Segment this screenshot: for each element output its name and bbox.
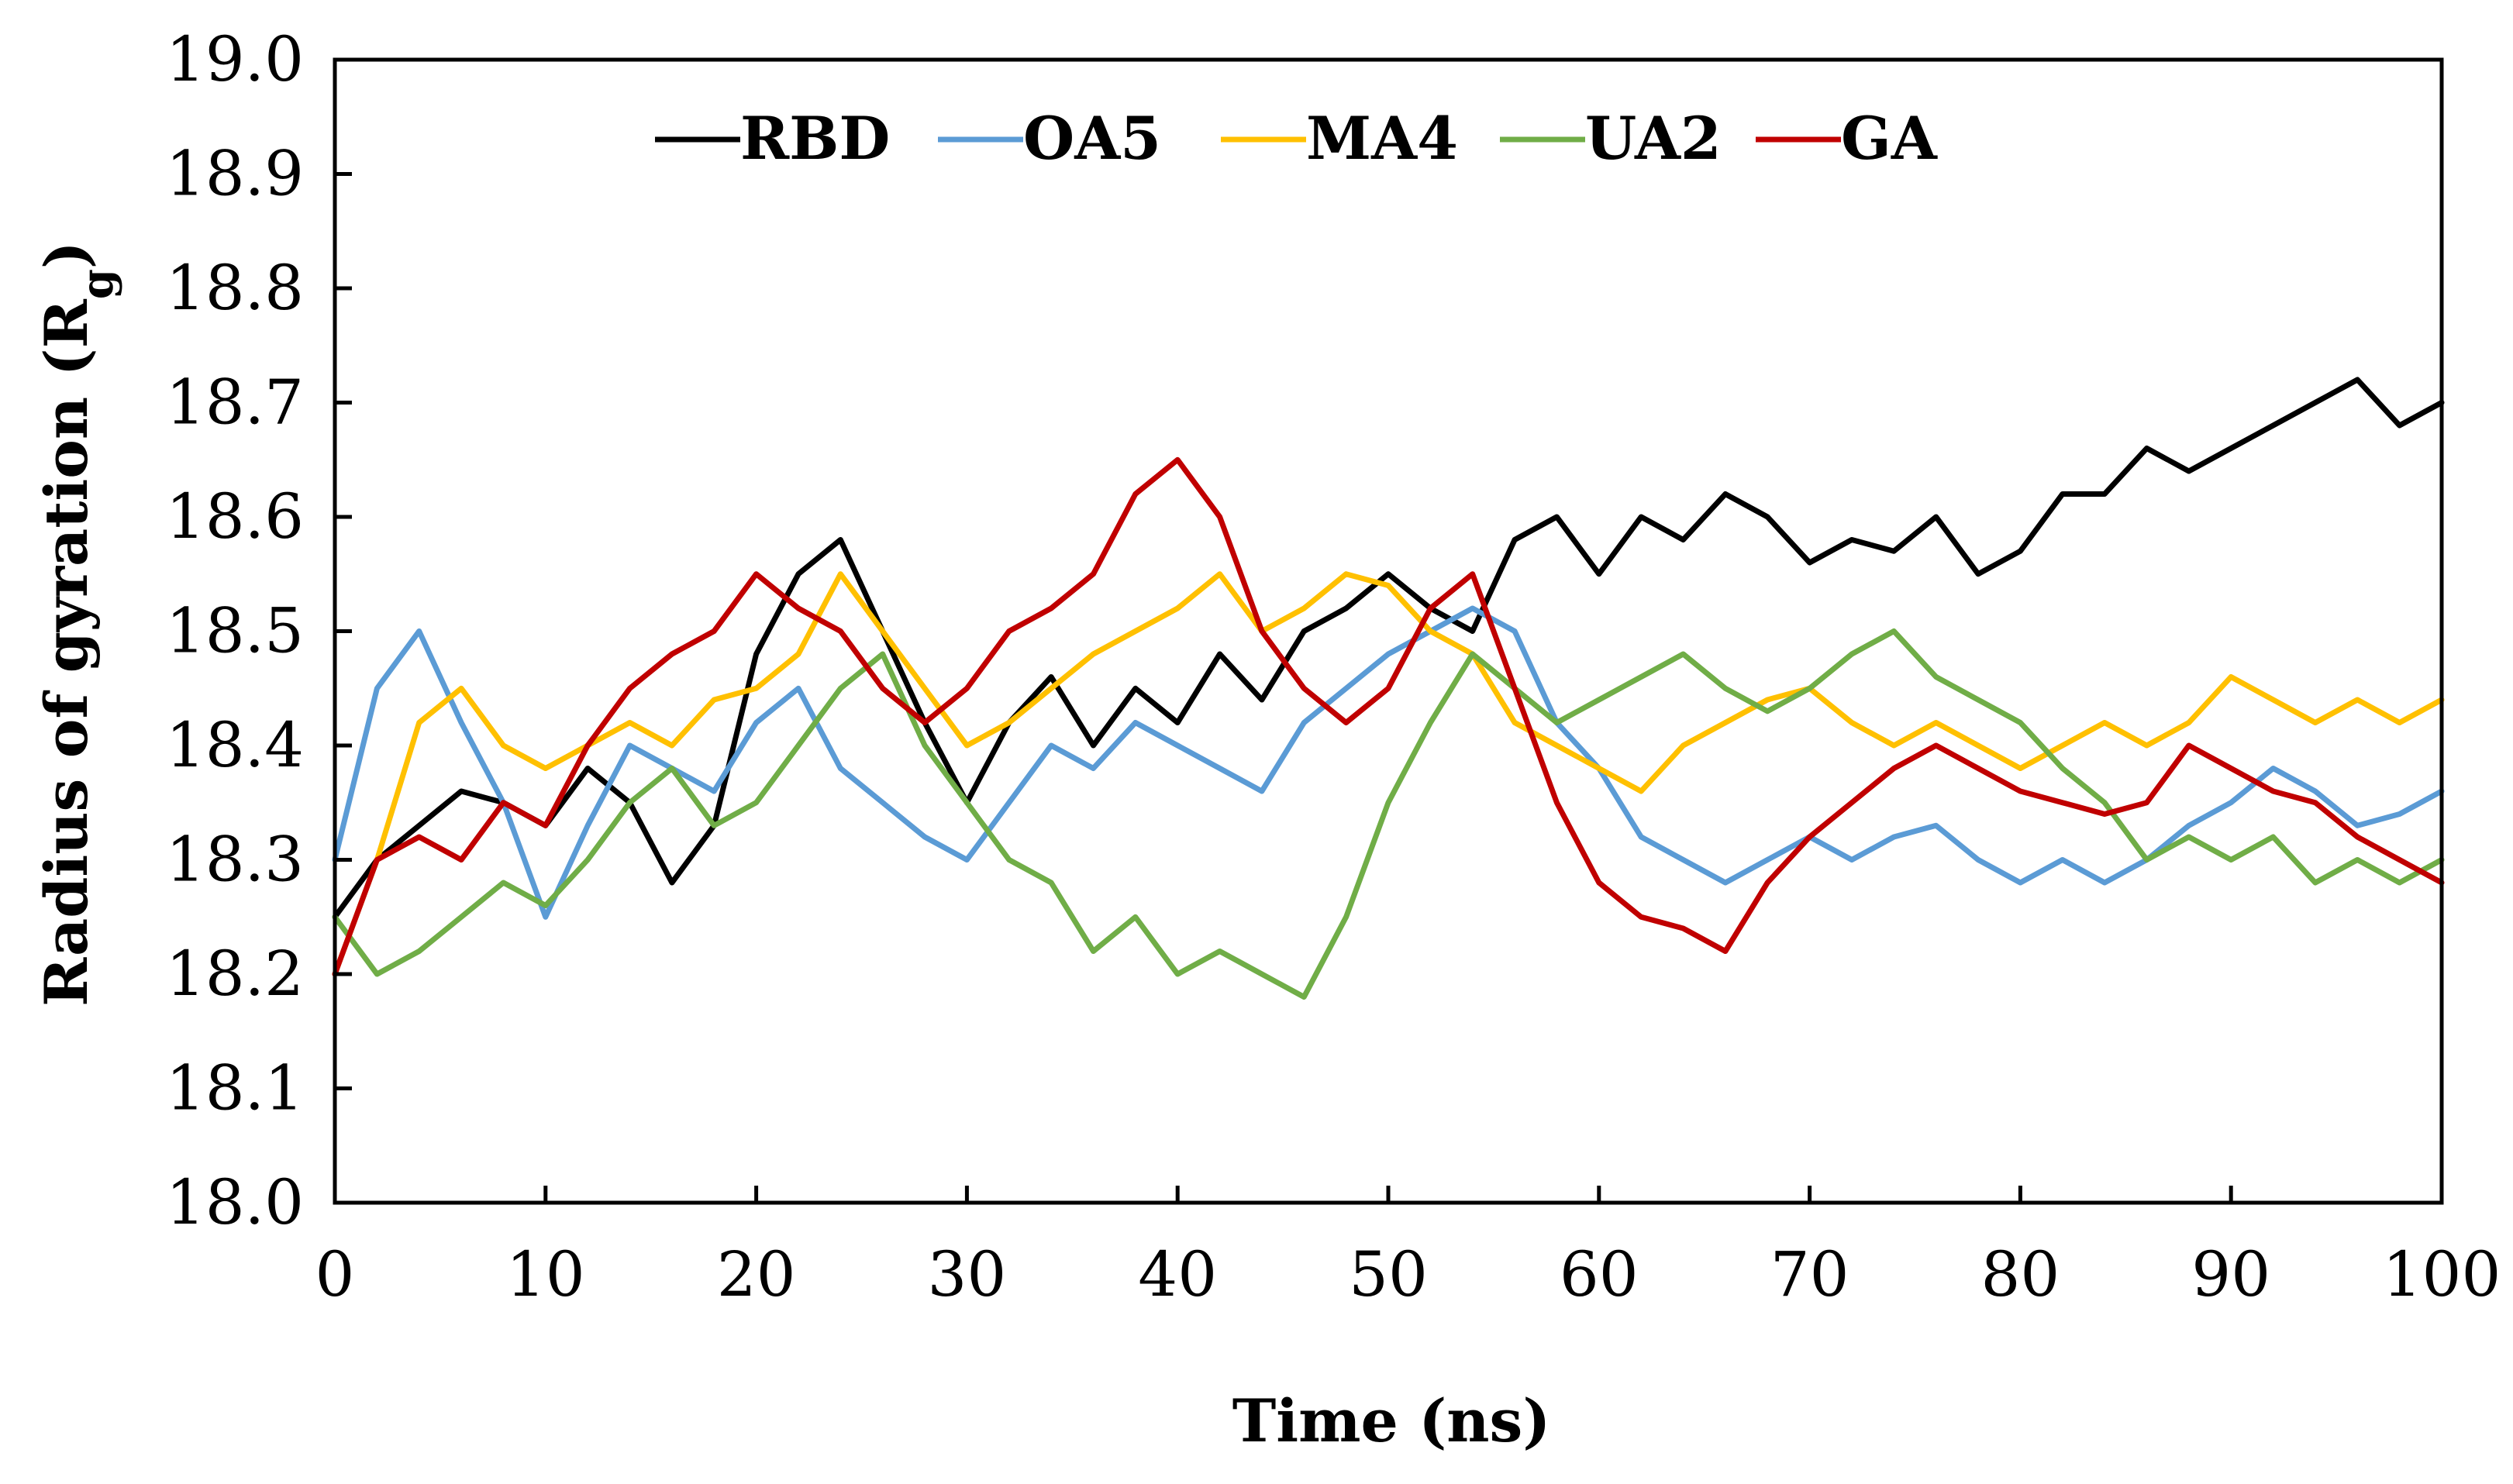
x-tick-label: 0 <box>315 1238 355 1310</box>
series-line-ua2 <box>332 628 2445 1000</box>
legend-item-rbd: RBD <box>655 104 890 173</box>
legend-label: RBD <box>740 104 890 173</box>
legend-item-oa5: OA5 <box>938 104 1161 173</box>
y-axis-title-main: Radius of gyration (R <box>32 298 101 1006</box>
legend-label: GA <box>1841 104 1938 173</box>
legend: RBD OA5 MA4 UA2 GA <box>655 104 1938 173</box>
y-tick-label: 18.7 <box>166 367 304 439</box>
y-axis-title-subscript: g <box>72 269 123 299</box>
x-tick-label: 70 <box>1770 1238 1849 1310</box>
y-tick-label: 18.9 <box>166 138 304 210</box>
legend-item-ma4: MA4 <box>1221 104 1458 173</box>
series-line-ma4 <box>332 571 2445 977</box>
y-tick-label: 19.0 <box>166 23 304 95</box>
y-tick-label: 18.6 <box>166 480 304 553</box>
x-tick-label: 10 <box>506 1238 585 1310</box>
y-tick-label: 18.5 <box>166 595 304 667</box>
x-tick-label: 60 <box>1560 1238 1639 1310</box>
y-tick-label: 18.0 <box>166 1166 304 1238</box>
x-axis-title: Time (ns) <box>1232 1386 1551 1455</box>
legend-label: OA5 <box>1023 104 1161 173</box>
legend-item-ga: GA <box>1756 104 1938 173</box>
legend-label: UA2 <box>1585 104 1722 173</box>
series-line-oa5 <box>332 605 2445 920</box>
y-tick-label: 18.2 <box>166 938 304 1010</box>
y-tick-label: 18.3 <box>166 824 304 896</box>
legend-item-ua2: UA2 <box>1500 104 1722 173</box>
series-lines <box>332 377 2445 1000</box>
series-line-rbd <box>332 377 2445 920</box>
x-tick-label: 90 <box>2191 1238 2270 1310</box>
x-tick-label: 100 <box>2383 1238 2501 1310</box>
series-line-ga <box>332 456 2445 977</box>
y-tick-label: 18.8 <box>166 252 304 324</box>
axes <box>333 57 2444 1205</box>
x-tick-label: 30 <box>928 1238 1007 1310</box>
legend-label: MA4 <box>1306 104 1458 173</box>
x-tick-label: 40 <box>1138 1238 1217 1310</box>
x-tick-label: 80 <box>1981 1238 2060 1310</box>
y-axis-title: Radius of gyration (Rg) <box>32 241 123 1007</box>
tick-labels: 0 10 20 30 40 50 60 70 80 90 100 18.0 18.1 18.2 18.3 18… <box>166 23 2501 1310</box>
y-tick-label: 18.4 <box>166 709 304 781</box>
y-axis-title-end: ) <box>32 241 101 269</box>
y-tick-label: 18.1 <box>166 1052 304 1124</box>
x-tick-label: 20 <box>717 1238 796 1310</box>
x-tick-label: 50 <box>1349 1238 1428 1310</box>
